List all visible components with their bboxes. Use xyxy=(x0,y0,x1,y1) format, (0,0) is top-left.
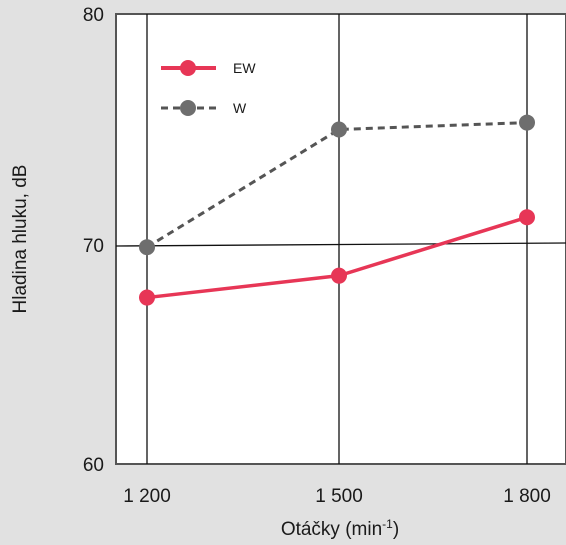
y-axis-title: Hladina hluku, dB xyxy=(10,165,31,314)
point-ew-1 xyxy=(331,267,347,284)
y-gridline-70 xyxy=(115,242,566,247)
legend: EW W xyxy=(161,60,256,116)
y-tick-labels: 60 70 80 xyxy=(83,5,104,476)
legend-item-ew: EW xyxy=(161,60,256,76)
x-tick-labels: 1 200 1 500 1 800 xyxy=(123,486,551,507)
y-tick-label-60: 60 xyxy=(83,455,104,476)
plot-area xyxy=(115,13,566,465)
y-gridlines xyxy=(115,242,566,247)
x-axis-title: Otáčky (min-1) xyxy=(281,517,399,540)
point-ew-0 xyxy=(139,289,155,306)
point-ew-2 xyxy=(519,209,535,226)
legend-label-w: W xyxy=(233,100,247,116)
series-w xyxy=(139,114,535,256)
series-layer xyxy=(139,114,535,306)
point-w-2 xyxy=(519,114,535,131)
x-tick-label-0: 1 200 xyxy=(123,486,171,507)
x-gridlines xyxy=(146,14,528,464)
x-tick-label-1: 1 500 xyxy=(315,486,363,507)
series-ew xyxy=(139,209,535,306)
legend-label-ew: EW xyxy=(233,60,256,76)
point-w-1 xyxy=(331,121,347,138)
x-tick-label-2: 1 800 xyxy=(503,486,551,507)
series-line-w xyxy=(146,121,528,249)
point-w-0 xyxy=(139,239,155,256)
y-tick-label-80: 80 xyxy=(83,5,104,26)
legend-item-w: W xyxy=(161,100,247,116)
y-tick-label-70: 70 xyxy=(83,236,104,257)
